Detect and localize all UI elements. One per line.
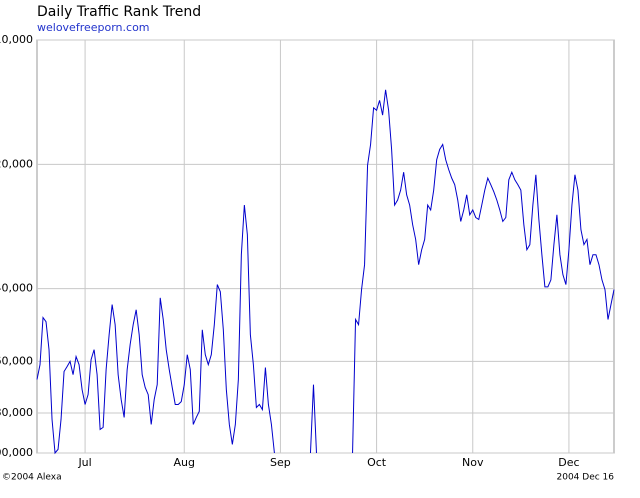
trend-line xyxy=(36,89,615,455)
y-tick-label: 80,000 xyxy=(0,406,33,419)
x-tick-label: Aug xyxy=(174,456,195,469)
x-tick-label: Nov xyxy=(462,456,484,469)
y-tick-label: 20,000 xyxy=(0,157,33,170)
site-link[interactable]: welovefreeporn.com xyxy=(37,21,150,34)
source-label: ©2004 Alexa xyxy=(2,473,62,483)
y-tick-label: 40,000 xyxy=(0,282,33,295)
chart-title: Daily Traffic Rank Trend xyxy=(37,4,201,20)
x-tick-label: Oct xyxy=(367,456,387,469)
x-tick-label: Dec xyxy=(558,456,579,469)
plot-frame xyxy=(36,39,615,454)
x-tick-label: Jul xyxy=(77,456,91,469)
y-tick-label: 100,000 xyxy=(0,446,33,459)
x-tick-label: Sep xyxy=(270,456,291,469)
date-label: 2004 Dec 16 xyxy=(557,473,615,483)
y-tick-label: 60,000 xyxy=(0,354,33,367)
y-tick-label: 10,000 xyxy=(0,33,33,46)
